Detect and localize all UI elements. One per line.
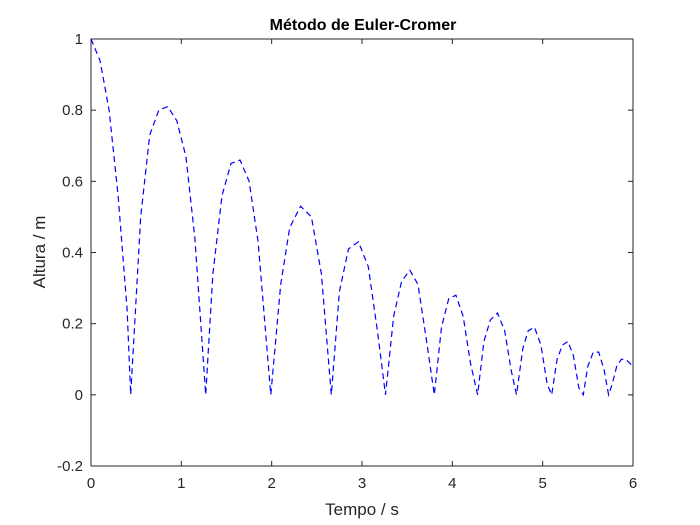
y-tick-label: -0.2 <box>57 458 83 475</box>
y-tick-label: 0.6 <box>62 173 83 190</box>
x-tick-label: 6 <box>629 475 637 492</box>
axis-ticks: 0 1 2 3 4 5 6-0.200.20.40.60.81 <box>57 31 637 492</box>
x-tick-label: 4 <box>448 475 456 492</box>
x-tick-label: 5 <box>538 475 546 492</box>
x-tick-label: 0 <box>87 475 95 492</box>
y-tick-label: 0.8 <box>62 102 83 119</box>
y-tick-label: 0.2 <box>62 316 83 333</box>
y-tick-label: 0.4 <box>62 245 83 262</box>
y-tick-label: 1 <box>75 31 83 48</box>
x-tick-label: 2 <box>267 475 275 492</box>
plot-area <box>90 38 634 467</box>
x-tick-label: 3 <box>358 475 366 492</box>
series-group <box>90 38 634 398</box>
series-line <box>90 38 634 398</box>
chart-title: Método de Euler-Cromer <box>270 17 457 34</box>
x-axis-label: Tempo / s <box>325 500 399 519</box>
y-axis-label: Altura / m <box>30 216 49 289</box>
x-tick-label: 1 <box>177 475 185 492</box>
y-tick-label: 0 <box>75 387 83 404</box>
